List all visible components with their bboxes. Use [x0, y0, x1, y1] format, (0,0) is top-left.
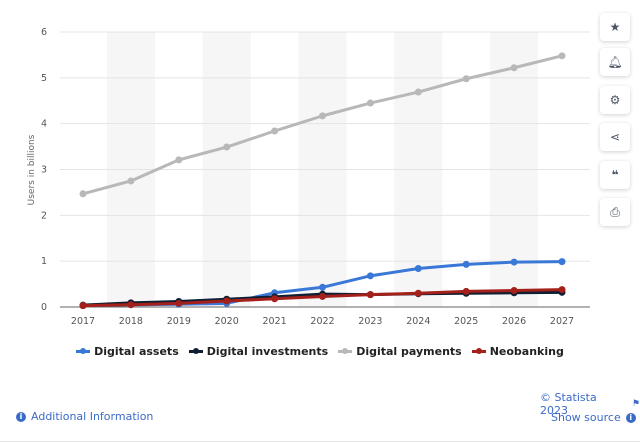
show-source-link[interactable]: Show source i	[551, 411, 636, 424]
data-point	[319, 292, 326, 300]
quote-icon[interactable]: ❝	[600, 161, 630, 189]
x-tick-label: 2027	[550, 316, 574, 327]
x-tick-label: 2022	[310, 316, 334, 327]
data-point	[558, 286, 566, 294]
x-tick-label: 2023	[358, 316, 382, 327]
legend-item[interactable]: Digital investments	[188, 345, 329, 358]
legend-label: Digital investments	[206, 345, 329, 358]
legend-label: Digital assets	[94, 345, 179, 358]
data-point	[462, 287, 470, 295]
data-point	[175, 156, 183, 164]
data-point	[271, 295, 279, 303]
data-point	[79, 302, 87, 310]
y-tick-label: 1	[41, 256, 47, 267]
y-tick-label: 5	[41, 73, 47, 84]
share-icon[interactable]: ⋖	[600, 123, 630, 151]
data-point	[462, 75, 470, 83]
x-tick-label: 2026	[502, 316, 526, 327]
data-point	[414, 265, 422, 272]
data-point	[558, 258, 566, 266]
data-point	[127, 177, 135, 185]
x-tick-label: 2021	[263, 316, 287, 327]
y-tick-label: 4	[41, 119, 47, 130]
legend: Digital assets Digital investments Digital…	[0, 345, 640, 358]
data-point	[319, 283, 326, 291]
data-point	[366, 99, 374, 107]
y-tick-label: 3	[41, 165, 47, 176]
copyright-link[interactable]: © Statista 2023 ⚑	[540, 391, 640, 417]
y-tick-label: 2	[41, 210, 47, 221]
x-tick-label: 2017	[71, 316, 95, 327]
data-point	[510, 64, 518, 72]
line-chart: 0 1 2 3 4 5 6 2017 2018 2019 2020 2021 2022 2023 2024 2…	[27, 27, 590, 327]
x-tick-label: 2019	[167, 316, 191, 327]
data-point	[127, 301, 135, 309]
show-source-text: Show source	[551, 411, 621, 424]
data-point	[79, 190, 87, 198]
flag-icon: ⚑	[631, 399, 640, 409]
y-axis-label: Users in billions	[27, 134, 37, 205]
x-tick-label: 2020	[215, 316, 239, 327]
data-point	[462, 260, 470, 268]
data-point	[175, 299, 183, 307]
legend-swatch	[76, 348, 91, 354]
legend-swatch	[471, 348, 486, 354]
data-point	[510, 287, 518, 294]
legend-item[interactable]: Neobanking	[471, 345, 564, 358]
legend-swatch	[338, 348, 353, 354]
bell-icon[interactable]: 🔔︎	[600, 48, 630, 76]
legend-item[interactable]: Digital payments	[338, 345, 462, 358]
x-tick-label: 2024	[406, 316, 430, 327]
data-point	[271, 127, 279, 135]
info-icon: i	[625, 412, 636, 423]
data-point	[366, 272, 374, 280]
legend-item[interactable]: Digital assets	[76, 345, 179, 358]
x-tick-label: 2018	[119, 316, 143, 327]
data-point	[223, 143, 231, 151]
additional-information-link[interactable]: i Additional Information	[16, 410, 153, 423]
x-tick-label: 2025	[454, 316, 478, 327]
legend-label: Neobanking	[489, 345, 564, 358]
gear-icon[interactable]: ⚙	[600, 86, 630, 114]
data-point	[510, 258, 518, 266]
legend-label: Digital payments	[356, 345, 462, 358]
star-icon[interactable]: ★	[600, 13, 630, 41]
print-icon[interactable]: ⎙	[600, 198, 630, 226]
data-point	[558, 52, 566, 60]
data-point	[414, 88, 422, 96]
y-tick-label: 6	[41, 27, 47, 38]
copyright-text: © Statista 2023	[540, 391, 597, 417]
y-tick-label: 0	[41, 302, 47, 313]
info-icon: i	[16, 411, 26, 422]
data-point	[223, 297, 231, 305]
data-point	[319, 112, 326, 120]
additional-information-text: Additional Information	[31, 410, 154, 423]
data-point	[366, 291, 374, 299]
legend-swatch	[188, 348, 203, 354]
data-point	[414, 289, 422, 297]
